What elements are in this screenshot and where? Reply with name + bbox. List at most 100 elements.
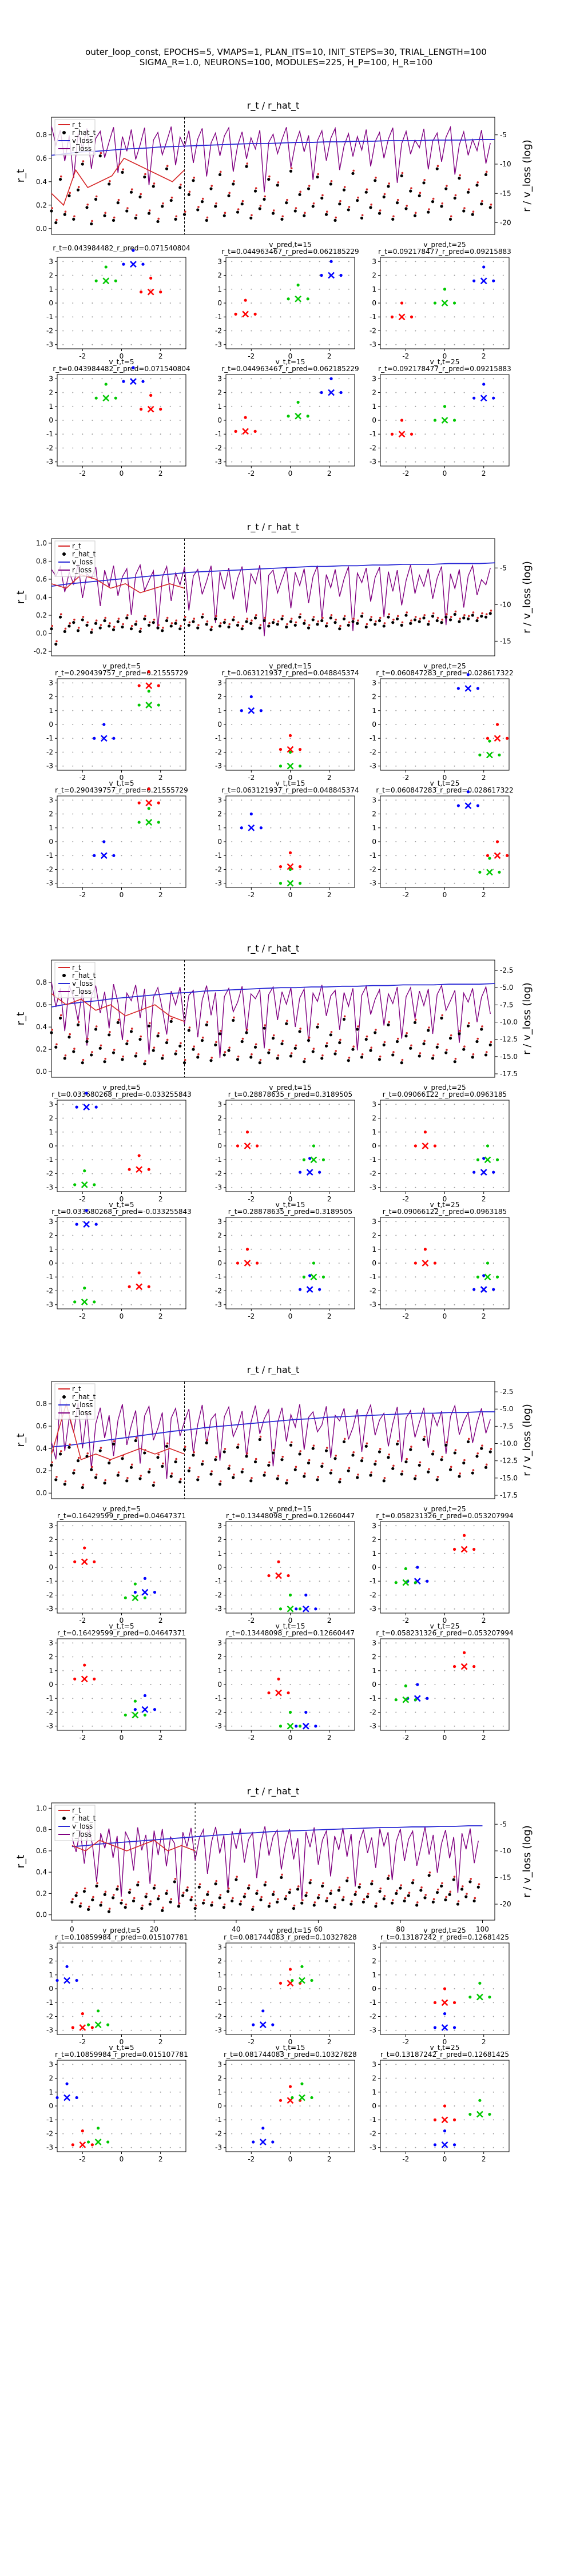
grid-dot bbox=[62, 1539, 63, 1540]
grid-dot bbox=[150, 2002, 152, 2003]
grid-dot bbox=[339, 406, 340, 407]
grid-dot bbox=[339, 316, 340, 317]
r-t-point bbox=[358, 1886, 361, 1889]
r-t-point bbox=[294, 624, 297, 627]
grid-dot bbox=[444, 883, 446, 884]
r-t-point bbox=[227, 1890, 229, 1893]
subplot-y-tick-label: 0 bbox=[217, 1985, 222, 1993]
neighbor-dot bbox=[83, 1546, 86, 1549]
grid-dot bbox=[72, 2078, 73, 2079]
grid-dot bbox=[82, 1173, 83, 1174]
grid-dot bbox=[493, 1726, 494, 1727]
grid-dot bbox=[434, 1173, 435, 1174]
grid-dot bbox=[72, 814, 73, 815]
grid-dot bbox=[415, 316, 416, 317]
grid-dot bbox=[280, 2105, 281, 2107]
grid-dot bbox=[62, 1657, 63, 1658]
grid-dot bbox=[503, 378, 504, 379]
r-hat-point bbox=[86, 1452, 89, 1455]
r-t-point bbox=[54, 1478, 57, 1481]
grid-dot bbox=[62, 1173, 63, 1174]
neighbor-dot bbox=[434, 2026, 436, 2029]
grid-dot bbox=[339, 2030, 340, 2031]
grid-dot bbox=[180, 1132, 181, 1133]
r-hat-point bbox=[126, 1477, 129, 1479]
r-t-point bbox=[458, 620, 460, 623]
y-tick-left-label: 0.8 bbox=[36, 557, 47, 565]
grid-dot bbox=[348, 406, 349, 407]
grid-dot bbox=[290, 1525, 291, 1526]
grid-dot bbox=[150, 1145, 152, 1146]
grid-dot bbox=[111, 1698, 112, 1699]
grid-dot bbox=[386, 2078, 387, 2079]
r-hat-point bbox=[237, 622, 240, 624]
grid-dot bbox=[405, 1988, 406, 1989]
grid-dot bbox=[434, 1553, 435, 1554]
r-hat-point bbox=[153, 1482, 156, 1484]
grid-dot bbox=[415, 1670, 416, 1671]
grid-dot bbox=[348, 1698, 349, 1699]
grid-dot bbox=[309, 724, 311, 725]
subplot-y-tick-label: 0 bbox=[217, 2102, 222, 2110]
r-t-point bbox=[280, 1042, 283, 1045]
grid-dot bbox=[329, 2002, 330, 2003]
grid-dot bbox=[62, 1580, 63, 1582]
grid-dot bbox=[280, 1525, 281, 1526]
grid-dot bbox=[474, 1304, 475, 1305]
subplot-y-tick-label: 0 bbox=[217, 838, 222, 846]
r-hat-point bbox=[367, 1893, 370, 1895]
r-hat-point bbox=[197, 1053, 200, 1056]
r-t-point bbox=[343, 189, 345, 192]
grid-dot bbox=[62, 1961, 63, 1962]
r-hat-point bbox=[260, 1896, 263, 1898]
grid-dot bbox=[82, 883, 83, 884]
grid-dot bbox=[260, 1290, 261, 1291]
grid-dot bbox=[405, 1553, 406, 1554]
grid-dot bbox=[141, 1304, 142, 1305]
grid-dot bbox=[454, 855, 455, 856]
r-t-point bbox=[54, 643, 57, 646]
grid-dot bbox=[101, 2002, 102, 2003]
grid-dot bbox=[405, 1657, 406, 1658]
grid-dot bbox=[434, 1159, 435, 1160]
grid-dot bbox=[92, 1118, 93, 1119]
r-t-point bbox=[484, 1053, 487, 1056]
grid-dot bbox=[415, 766, 416, 767]
grid-dot bbox=[92, 461, 93, 463]
grid-dot bbox=[251, 1657, 252, 1658]
grid-dot bbox=[386, 1276, 387, 1277]
grid-dot bbox=[251, 1145, 252, 1146]
grid-dot bbox=[386, 869, 387, 870]
grid-dot bbox=[300, 827, 301, 829]
r-t-point bbox=[227, 626, 230, 628]
r-t-point bbox=[422, 1042, 425, 1045]
grid-dot bbox=[464, 710, 465, 711]
subplot-y-tick-label: -1 bbox=[215, 2116, 222, 2124]
neighbor-dot bbox=[492, 397, 495, 400]
grid-dot bbox=[405, 344, 406, 345]
r-t-point bbox=[317, 1896, 320, 1899]
grid-dot bbox=[72, 344, 73, 345]
grid-dot bbox=[270, 1221, 271, 1222]
neighbor-dot bbox=[478, 871, 481, 874]
r-t-point bbox=[205, 1442, 208, 1444]
grid-dot bbox=[270, 2016, 271, 2017]
grid-dot bbox=[405, 883, 406, 884]
grid-dot bbox=[483, 1594, 484, 1595]
grid-dot bbox=[386, 682, 387, 683]
grid-dot bbox=[150, 2016, 152, 2017]
grid-dot bbox=[503, 1594, 504, 1595]
grid-dot bbox=[444, 1173, 446, 1174]
grid-dot bbox=[329, 2064, 330, 2065]
grid-dot bbox=[290, 2092, 291, 2093]
grid-dot bbox=[270, 1698, 271, 1699]
grid-dot bbox=[454, 1249, 455, 1250]
r-hat-point bbox=[392, 1899, 394, 1901]
grid-dot bbox=[503, 869, 504, 870]
grid-dot bbox=[260, 1187, 261, 1188]
r-t-point bbox=[188, 1470, 190, 1472]
r-hat-point bbox=[65, 628, 67, 630]
grid-dot bbox=[72, 827, 73, 829]
r-hat-point bbox=[220, 1480, 222, 1483]
